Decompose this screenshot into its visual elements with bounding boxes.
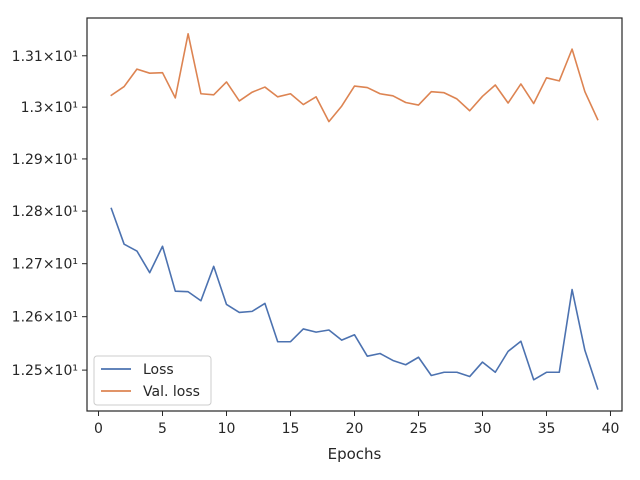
x-tick-label: 35 bbox=[538, 421, 556, 437]
x-tick-label: 5 bbox=[158, 421, 167, 437]
x-axis-label: Epochs bbox=[328, 445, 382, 463]
y-tick-label: 1.31×10¹ bbox=[12, 49, 78, 65]
y-tick-label: 1.29×10¹ bbox=[12, 152, 78, 168]
legend-label-loss: Loss bbox=[143, 362, 174, 378]
x-tick-label: 0 bbox=[94, 421, 103, 437]
y-tick-label: 1.28×10¹ bbox=[12, 204, 78, 220]
legend: Loss Val. loss bbox=[93, 355, 212, 406]
x-tick-label: 30 bbox=[474, 421, 492, 437]
y-tick-label: 1.3×10¹ bbox=[21, 100, 78, 116]
series-line-val-loss bbox=[110, 32, 599, 123]
y-tick-label: 1.26×10¹ bbox=[12, 310, 78, 326]
x-tick-label: 10 bbox=[218, 421, 236, 437]
legend-label-val-loss: Val. loss bbox=[143, 384, 200, 400]
series-layer bbox=[110, 32, 599, 390]
y-axis-ticks: 1.25×10¹ 1.26×10¹ 1.27×10¹ 1.28×10¹ 1.29×10¹… bbox=[12, 49, 87, 379]
y-tick-label: 1.27×10¹ bbox=[12, 257, 78, 273]
x-axis-ticks: 0 5 10 15 20 25 30 35 40 bbox=[94, 411, 619, 437]
x-tick-label: 20 bbox=[346, 421, 364, 437]
x-tick-label: 25 bbox=[410, 421, 428, 437]
x-tick-label: 15 bbox=[282, 421, 300, 437]
series-line-loss bbox=[110, 207, 599, 390]
x-tick-label: 40 bbox=[602, 421, 620, 437]
plot-area bbox=[86, 17, 623, 412]
y-tick-label: 1.25×10¹ bbox=[12, 363, 78, 379]
